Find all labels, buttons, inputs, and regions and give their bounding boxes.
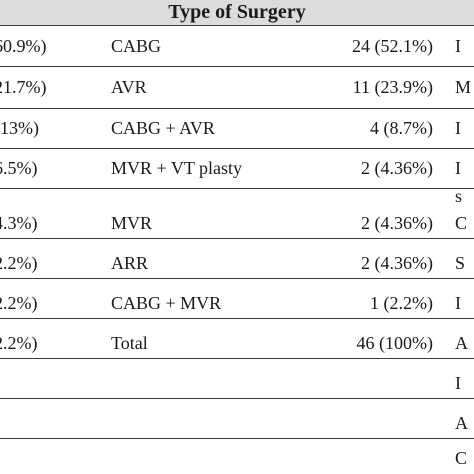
count-cell: 4 (8.7%) bbox=[370, 118, 433, 138]
count-cell: 2 (4.36%) bbox=[361, 158, 433, 178]
clipped-column-cell: A bbox=[455, 413, 468, 433]
row-divider bbox=[0, 358, 474, 359]
row-divider bbox=[0, 188, 474, 189]
clipped-column-cell: I bbox=[455, 158, 461, 178]
percent-cell: 2.2%) bbox=[0, 293, 38, 313]
surgery-type-cell: Total bbox=[111, 333, 148, 353]
count-cell: 2 (4.36%) bbox=[361, 213, 433, 233]
clipped-column-cell: I bbox=[455, 373, 461, 393]
count-cell: 24 (52.1%) bbox=[352, 36, 433, 56]
percent-cell: 4.3%) bbox=[0, 213, 38, 233]
percent-cell: 21.7%) bbox=[0, 77, 47, 97]
surgery-type-cell: CABG + MVR bbox=[111, 293, 222, 313]
percent-cell: 2.2%) bbox=[0, 333, 38, 353]
row-divider bbox=[0, 238, 474, 239]
clipped-column-cell: A bbox=[455, 333, 468, 353]
header-background bbox=[0, 0, 474, 25]
surgery-type-cell: AVR bbox=[111, 77, 147, 97]
surgery-type-cell: CABG + AVR bbox=[111, 118, 215, 138]
clipped-column-cell: C bbox=[455, 213, 468, 233]
row-divider bbox=[0, 108, 474, 109]
clipped-column-cell: S bbox=[455, 253, 466, 273]
percent-cell: 60.9%) bbox=[0, 36, 47, 56]
row-divider bbox=[0, 318, 474, 319]
count-cell: 2 (4.36%) bbox=[361, 253, 433, 273]
row-divider bbox=[0, 278, 474, 279]
count-cell: 11 (23.9%) bbox=[352, 77, 433, 97]
row-divider bbox=[0, 398, 474, 399]
row-divider bbox=[0, 148, 474, 149]
clipped-column-cell: I bbox=[455, 118, 461, 138]
count-cell: 1 (2.2%) bbox=[370, 293, 433, 313]
table-header-title: Type of Surgery bbox=[168, 1, 306, 23]
percent-cell: 2.2%) bbox=[0, 253, 38, 273]
surgery-type-cell: ARR bbox=[111, 253, 149, 273]
clipped-column-cell: C bbox=[455, 448, 468, 468]
percent-cell: (13%) bbox=[0, 118, 39, 138]
clipped-column-cell: I bbox=[455, 36, 461, 56]
clipped-column-cell: I bbox=[455, 293, 461, 313]
percent-cell: 6.5%) bbox=[0, 158, 38, 178]
count-cell: 46 (100%) bbox=[356, 333, 433, 353]
surgery-type-cell: MVR bbox=[111, 213, 153, 233]
surgery-type-cell: MVR + VT plasty bbox=[111, 158, 243, 178]
header-divider bbox=[0, 25, 474, 26]
row-divider bbox=[0, 438, 474, 439]
clipped-column-cell-line2: s bbox=[455, 186, 463, 206]
clipped-column-cell: M bbox=[455, 77, 472, 97]
row-divider bbox=[0, 66, 474, 67]
surgery-type-cell: CABG bbox=[111, 36, 162, 56]
